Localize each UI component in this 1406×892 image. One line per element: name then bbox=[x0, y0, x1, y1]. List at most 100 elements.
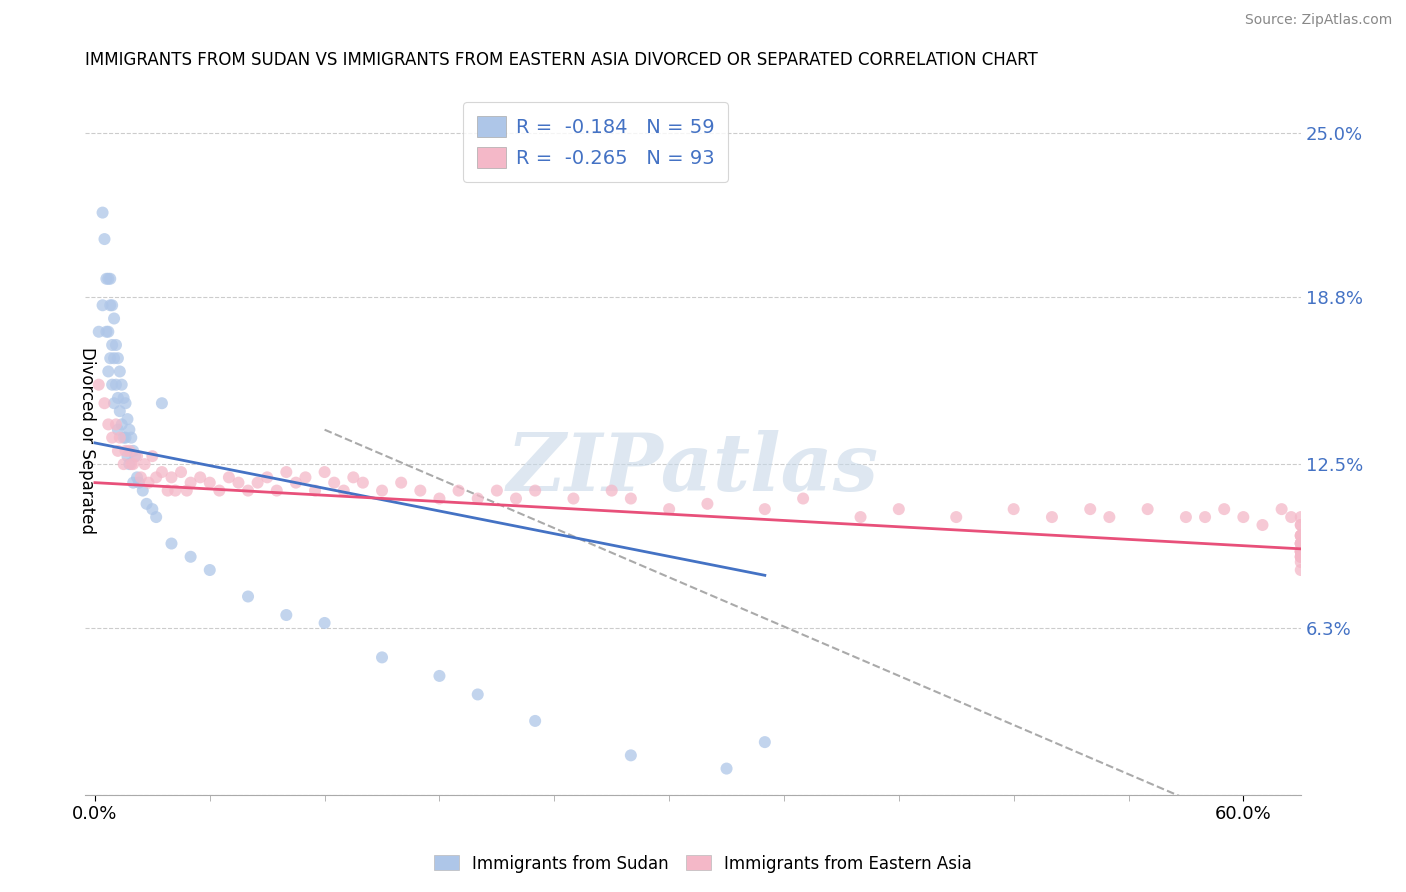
Text: Source: ZipAtlas.com: Source: ZipAtlas.com bbox=[1244, 13, 1392, 28]
Point bbox=[101, 298, 124, 312]
Point bbox=[98, 298, 121, 312]
Point bbox=[112, 431, 135, 445]
Point bbox=[108, 364, 131, 378]
Point bbox=[104, 417, 127, 432]
Point bbox=[87, 325, 110, 339]
Point bbox=[562, 491, 585, 506]
Point bbox=[1289, 510, 1312, 524]
Point bbox=[447, 483, 470, 498]
Point bbox=[122, 475, 145, 490]
Point bbox=[228, 475, 250, 490]
Point bbox=[97, 325, 120, 339]
Y-axis label: Divorced or Separated: Divorced or Separated bbox=[79, 347, 97, 533]
Point bbox=[754, 502, 776, 516]
Point bbox=[98, 272, 121, 286]
Point bbox=[176, 483, 198, 498]
Point bbox=[1289, 544, 1312, 558]
Point bbox=[122, 443, 145, 458]
Point bbox=[91, 205, 114, 219]
Point bbox=[1289, 549, 1312, 564]
Point bbox=[103, 311, 125, 326]
Point bbox=[600, 483, 623, 498]
Point bbox=[107, 351, 129, 366]
Point bbox=[138, 475, 160, 490]
Point bbox=[429, 669, 451, 683]
Point bbox=[96, 325, 118, 339]
Point bbox=[323, 475, 346, 490]
Point bbox=[524, 483, 547, 498]
Point bbox=[716, 762, 738, 776]
Point bbox=[1289, 536, 1312, 550]
Point bbox=[97, 417, 120, 432]
Point bbox=[108, 404, 131, 418]
Point bbox=[332, 483, 354, 498]
Point bbox=[141, 449, 163, 463]
Point bbox=[111, 417, 134, 432]
Point bbox=[107, 391, 129, 405]
Point bbox=[114, 443, 136, 458]
Point bbox=[98, 351, 121, 366]
Point bbox=[658, 502, 681, 516]
Point bbox=[371, 483, 394, 498]
Point bbox=[1289, 518, 1312, 533]
Point bbox=[87, 377, 110, 392]
Point bbox=[696, 497, 718, 511]
Point bbox=[1251, 518, 1274, 533]
Point bbox=[1289, 544, 1312, 558]
Point bbox=[132, 483, 155, 498]
Point bbox=[352, 475, 374, 490]
Point bbox=[1194, 510, 1216, 524]
Point bbox=[314, 465, 336, 479]
Point bbox=[1289, 528, 1312, 542]
Point bbox=[1136, 502, 1159, 516]
Point bbox=[134, 457, 156, 471]
Point bbox=[1289, 536, 1312, 550]
Point bbox=[91, 298, 114, 312]
Point bbox=[118, 443, 141, 458]
Point bbox=[505, 491, 527, 506]
Point bbox=[112, 391, 135, 405]
Point bbox=[120, 457, 142, 471]
Point bbox=[129, 470, 152, 484]
Point bbox=[198, 563, 221, 577]
Point bbox=[754, 735, 776, 749]
Point bbox=[467, 491, 489, 506]
Point bbox=[114, 396, 136, 410]
Point bbox=[120, 431, 142, 445]
Point bbox=[1289, 536, 1312, 550]
Point bbox=[93, 232, 115, 246]
Text: ZIPatlas: ZIPatlas bbox=[508, 430, 879, 508]
Point bbox=[188, 470, 211, 484]
Point bbox=[284, 475, 307, 490]
Point bbox=[125, 470, 148, 484]
Point bbox=[1098, 510, 1121, 524]
Point bbox=[160, 470, 183, 484]
Point bbox=[389, 475, 412, 490]
Point bbox=[97, 272, 120, 286]
Point bbox=[218, 470, 240, 484]
Point bbox=[114, 431, 136, 445]
Point bbox=[107, 443, 129, 458]
Point bbox=[342, 470, 364, 484]
Point bbox=[156, 483, 179, 498]
Point bbox=[371, 650, 394, 665]
Point bbox=[429, 491, 451, 506]
Point bbox=[1078, 502, 1101, 516]
Point bbox=[1174, 510, 1197, 524]
Point bbox=[236, 483, 259, 498]
Point bbox=[208, 483, 231, 498]
Point bbox=[101, 431, 124, 445]
Point bbox=[1289, 528, 1312, 542]
Point bbox=[118, 423, 141, 437]
Point bbox=[409, 483, 432, 498]
Point bbox=[180, 475, 202, 490]
Point bbox=[104, 377, 127, 392]
Point bbox=[314, 615, 336, 630]
Point bbox=[93, 396, 115, 410]
Point bbox=[236, 590, 259, 604]
Point bbox=[1271, 502, 1294, 516]
Point bbox=[1289, 544, 1312, 558]
Point bbox=[1279, 510, 1302, 524]
Point bbox=[101, 338, 124, 352]
Point bbox=[104, 338, 127, 352]
